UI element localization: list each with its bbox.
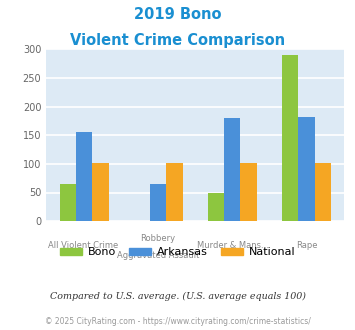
Text: Violent Crime Comparison: Violent Crime Comparison [70, 33, 285, 48]
Bar [208, 192, 224, 221]
Text: Aggravated Assault: Aggravated Assault [117, 251, 199, 260]
Text: All Violent Crime: All Violent Crime [48, 241, 119, 250]
Bar [298, 117, 315, 221]
Text: Robbery: Robbery [141, 234, 175, 243]
Legend: Bono, Arkansas, National: Bono, Arkansas, National [55, 243, 300, 262]
Text: © 2025 CityRating.com - https://www.cityrating.com/crime-statistics/: © 2025 CityRating.com - https://www.city… [45, 317, 310, 326]
Bar [240, 163, 257, 221]
Bar [60, 184, 76, 221]
Text: Compared to U.S. average. (U.S. average equals 100): Compared to U.S. average. (U.S. average … [49, 292, 306, 301]
Bar [150, 184, 166, 221]
Bar [166, 163, 183, 221]
Bar [224, 118, 240, 221]
Bar [92, 163, 109, 221]
Bar [282, 55, 298, 221]
Bar [315, 163, 331, 221]
Bar [76, 132, 92, 221]
Text: 2019 Bono: 2019 Bono [134, 7, 221, 21]
Text: Murder & Mans...: Murder & Mans... [197, 241, 268, 250]
Text: Rape: Rape [296, 241, 318, 250]
